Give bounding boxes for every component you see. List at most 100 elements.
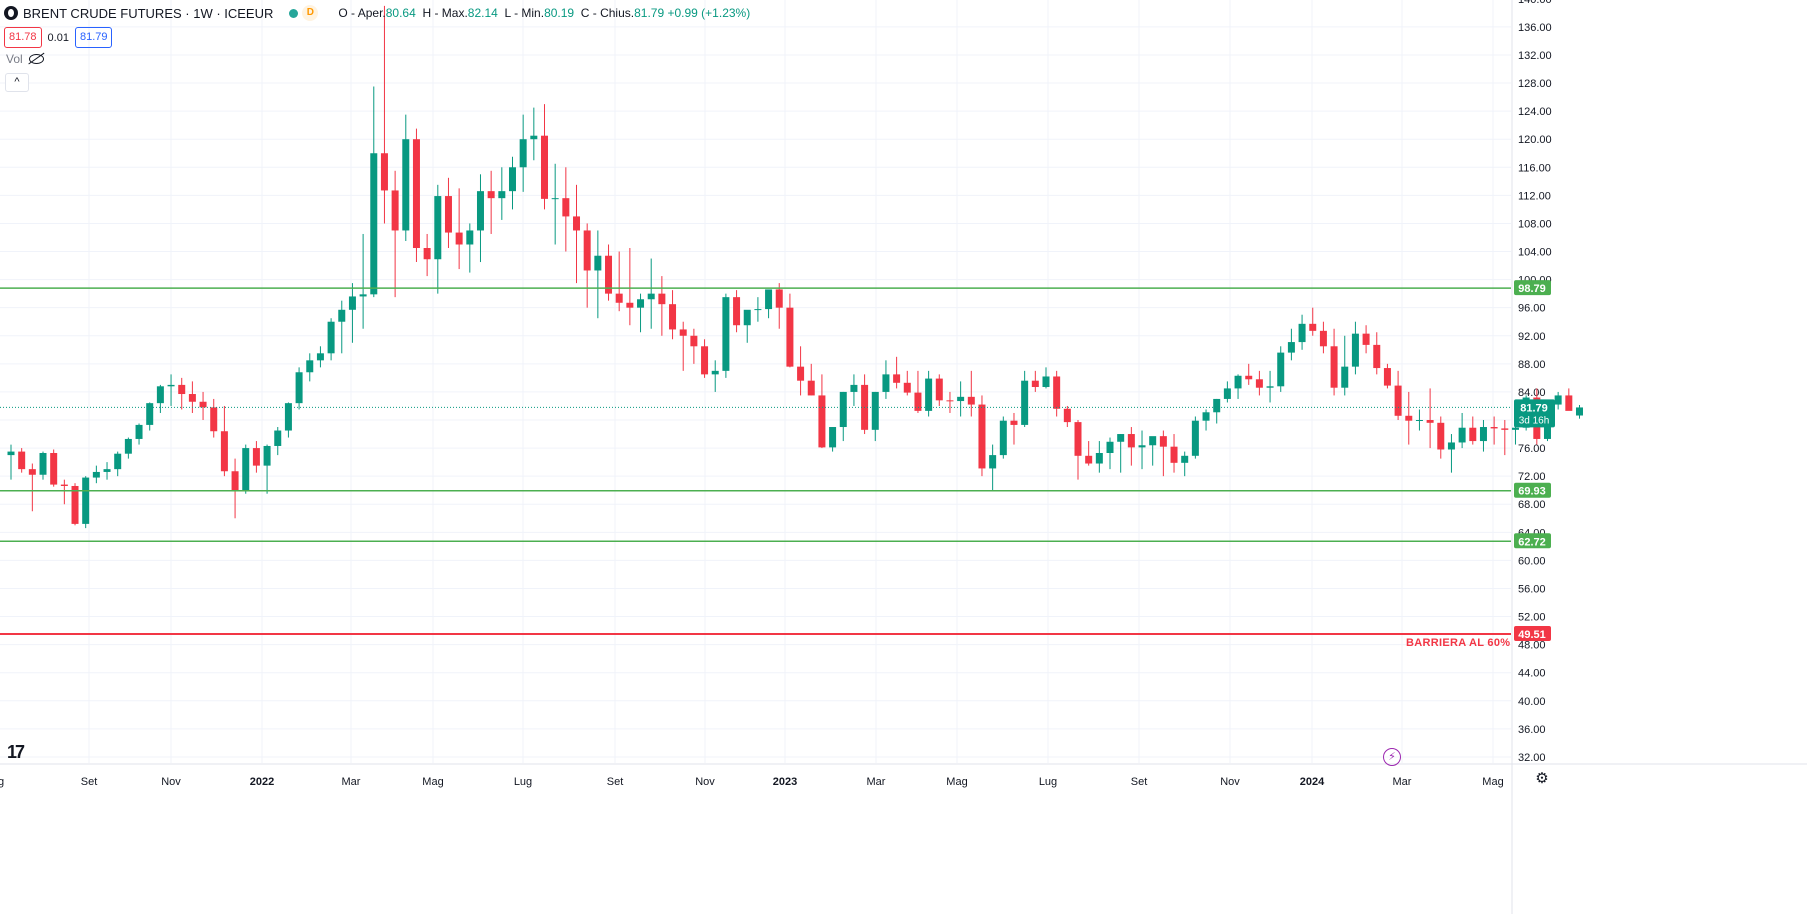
candle-body[interactable]	[1053, 376, 1061, 409]
candle-body[interactable]	[1223, 388, 1231, 399]
candle-body[interactable]	[786, 307, 794, 367]
candle-body[interactable]	[1010, 420, 1018, 425]
candle-body[interactable]	[754, 309, 762, 311]
candle-body[interactable]	[60, 484, 68, 486]
candle-body[interactable]	[1234, 375, 1242, 389]
candle-body[interactable]	[455, 232, 463, 245]
candle-body[interactable]	[1330, 346, 1338, 388]
candle-body[interactable]	[935, 378, 943, 401]
candle-body[interactable]	[765, 289, 773, 310]
candle-body[interactable]	[124, 438, 132, 454]
candle-body[interactable]	[1074, 422, 1082, 456]
candle-body[interactable]	[50, 452, 58, 485]
candle-body[interactable]	[967, 396, 975, 405]
candle-body[interactable]	[338, 309, 346, 322]
candle-body[interactable]	[1202, 412, 1210, 421]
candle-body[interactable]	[327, 321, 335, 354]
candle-body[interactable]	[1095, 452, 1103, 464]
candle-body[interactable]	[1351, 333, 1359, 367]
candle-body[interactable]	[1117, 434, 1125, 442]
candle-body[interactable]	[1437, 422, 1445, 450]
candle-body[interactable]	[71, 485, 79, 524]
candle-body[interactable]	[594, 255, 602, 271]
candle-body[interactable]	[946, 400, 954, 402]
candle-body[interactable]	[156, 386, 164, 404]
candle-body[interactable]	[1149, 436, 1157, 446]
candle-body[interactable]	[39, 452, 47, 475]
candle-body[interactable]	[679, 329, 687, 336]
candle-body[interactable]	[210, 407, 218, 432]
candle-body[interactable]	[562, 198, 570, 217]
candle-body[interactable]	[103, 469, 111, 472]
candle-body[interactable]	[28, 469, 36, 475]
candle-body[interactable]	[220, 431, 228, 472]
candle-body[interactable]	[188, 394, 196, 402]
candle-body[interactable]	[444, 196, 452, 233]
candle-body[interactable]	[914, 392, 922, 411]
symbol-legend[interactable]: BRENT CRUDE FUTURES · 1W · ICEEUR D O - …	[4, 3, 750, 23]
candle-body[interactable]	[1341, 366, 1349, 388]
candle-body[interactable]	[1213, 398, 1221, 413]
candle-body[interactable]	[1031, 380, 1039, 388]
candle-body[interactable]	[476, 191, 484, 231]
candle-body[interactable]	[466, 230, 474, 245]
candle-body[interactable]	[957, 396, 965, 402]
candle-body[interactable]	[295, 372, 303, 404]
collapse-legend-button[interactable]: ^	[5, 73, 29, 92]
candle-body[interactable]	[380, 153, 388, 191]
candle-body[interactable]	[7, 451, 15, 456]
candle-body[interactable]	[1170, 446, 1178, 463]
candle-body[interactable]	[1191, 420, 1199, 456]
candle-body[interactable]	[850, 384, 858, 392]
candle-body[interactable]	[199, 401, 207, 408]
candle-body[interactable]	[1501, 428, 1509, 430]
candle-body[interactable]	[412, 139, 420, 249]
tradingview-logo-icon[interactable]: 17	[7, 742, 25, 763]
candle-body[interactable]	[903, 382, 911, 393]
candle-body[interactable]	[1309, 323, 1317, 331]
candle-body[interactable]	[316, 353, 324, 361]
candle-body[interactable]	[807, 380, 815, 396]
candle-body[interactable]	[1319, 330, 1327, 347]
gear-icon[interactable]: ⚙	[1535, 770, 1549, 787]
candle-body[interactable]	[1127, 434, 1135, 448]
candle-body[interactable]	[1255, 379, 1263, 388]
candle-body[interactable]	[690, 335, 698, 347]
candle-body[interactable]	[626, 302, 634, 308]
candle-body[interactable]	[1575, 407, 1583, 416]
candle-body[interactable]	[839, 391, 847, 428]
candle-body[interactable]	[1085, 455, 1093, 464]
candle-body[interactable]	[1490, 427, 1498, 429]
candle-body[interactable]	[541, 135, 548, 199]
candle-body[interactable]	[1373, 344, 1381, 369]
eye-slash-icon[interactable]	[28, 54, 44, 64]
candle-body[interactable]	[402, 139, 410, 231]
candle-body[interactable]	[178, 384, 186, 395]
candle-body[interactable]	[498, 191, 506, 199]
candle-body[interactable]	[82, 477, 90, 524]
candle-body[interactable]	[1362, 333, 1370, 345]
candle-body[interactable]	[637, 299, 645, 308]
candle-body[interactable]	[1063, 408, 1071, 423]
candle-body[interactable]	[1394, 385, 1402, 416]
candle-body[interactable]	[1287, 342, 1295, 353]
candle-body[interactable]	[893, 374, 901, 383]
volume-indicator[interactable]: Vol	[6, 52, 44, 66]
candle-body[interactable]	[359, 294, 367, 297]
candle-body[interactable]	[733, 297, 741, 326]
candle-body[interactable]	[1277, 352, 1285, 387]
candle-body[interactable]	[999, 420, 1007, 456]
candle-body[interactable]	[370, 153, 378, 295]
candle-body[interactable]	[829, 427, 837, 448]
candle-body[interactable]	[1426, 420, 1434, 423]
flash-icon[interactable]: ⚡	[1383, 748, 1401, 766]
candle-body[interactable]	[1042, 376, 1050, 388]
candle-body[interactable]	[1245, 375, 1253, 380]
candle-body[interactable]	[1159, 436, 1167, 447]
candle-body[interactable]	[135, 424, 143, 439]
symbol-title[interactable]: BRENT CRUDE FUTURES · 1W · ICEEUR	[23, 5, 274, 21]
candle-body[interactable]	[1415, 420, 1423, 421]
candle-body[interactable]	[551, 198, 559, 200]
candle-body[interactable]	[231, 471, 239, 491]
